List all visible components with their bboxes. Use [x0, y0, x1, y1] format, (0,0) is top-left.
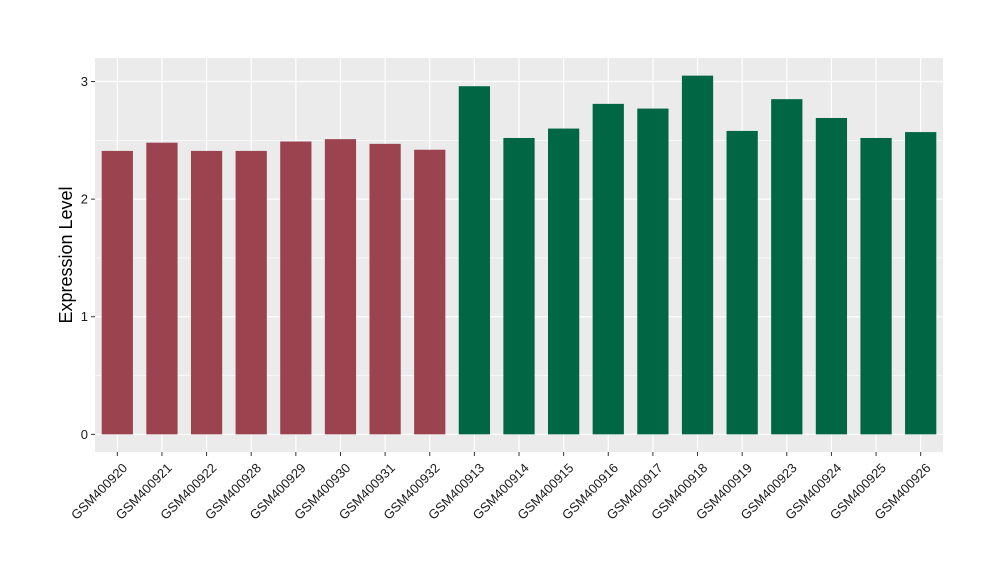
- bar-GSM400919: [726, 130, 758, 435]
- bar-GSM400918: [681, 75, 714, 435]
- bar-GSM400922: [190, 150, 223, 435]
- bar-GSM400913: [458, 86, 490, 435]
- bar-GSM400914: [503, 137, 535, 435]
- bar-GSM400926: [905, 132, 937, 435]
- bar-GSM400916: [592, 103, 624, 435]
- y-axis: 0 1 2 3: [81, 74, 95, 442]
- y-tick-label: 0: [81, 427, 88, 442]
- x-axis: GSM400920GSM400921GSM400922GSM400928GSM4…: [68, 452, 934, 523]
- y-tick-label: 2: [81, 192, 88, 207]
- bar-GSM400921: [146, 142, 178, 435]
- y-tick-label: 3: [81, 74, 88, 89]
- bar-GSM400924: [815, 117, 848, 435]
- bar-GSM400932: [414, 149, 446, 435]
- bar-GSM400915: [548, 128, 580, 435]
- y-axis-label: Expression Level: [56, 186, 76, 323]
- y-tick-label: 1: [81, 309, 88, 324]
- bar-GSM400923: [771, 99, 803, 435]
- bar-GSM400920: [101, 150, 133, 435]
- bar-GSM400917: [637, 108, 669, 435]
- bar-GSM400928: [235, 150, 267, 435]
- bar-GSM400925: [860, 137, 892, 435]
- bars: [101, 75, 937, 435]
- bar-GSM400929: [280, 141, 312, 435]
- bar-GSM400931: [369, 143, 401, 435]
- bar-GSM400930: [324, 139, 357, 435]
